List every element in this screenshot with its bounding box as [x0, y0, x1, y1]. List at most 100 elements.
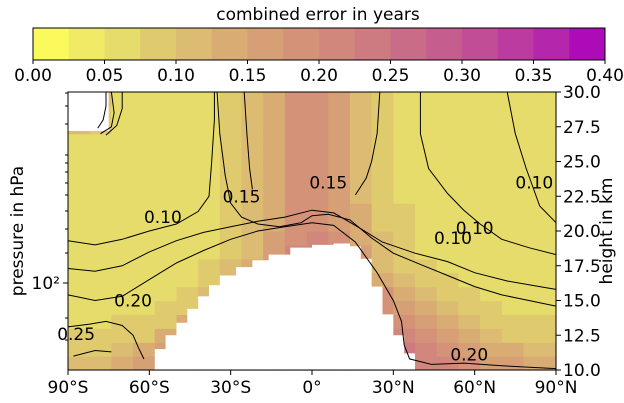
field-cell — [111, 105, 134, 121]
field-cell — [523, 300, 546, 315]
field-cell — [415, 105, 438, 121]
colorbar-segment — [211, 28, 248, 60]
field-cell — [133, 105, 156, 121]
field-cell — [219, 105, 243, 121]
field-cell — [480, 272, 503, 288]
field-cell — [436, 203, 459, 218]
field-cell — [436, 175, 459, 190]
field-cell — [89, 217, 112, 232]
field-cell — [133, 189, 156, 204]
field-cell — [436, 272, 459, 288]
contour-label: 0.10 — [456, 219, 494, 239]
contour-0-10-right — [419, 92, 557, 256]
field-cell — [111, 147, 134, 163]
field-cell — [111, 244, 134, 260]
field-cell — [349, 133, 373, 149]
field-cell — [284, 231, 308, 246]
field-cell — [458, 286, 481, 302]
field-cell — [436, 300, 459, 315]
contour-0-15-left — [243, 91, 253, 190]
field-cell — [458, 342, 481, 357]
field-cell — [154, 286, 178, 302]
field-cell — [306, 92, 329, 107]
field-cell — [415, 161, 438, 176]
field-cell — [241, 161, 264, 176]
field-cell — [371, 175, 394, 190]
field-cell — [89, 314, 112, 329]
field-cell — [501, 356, 525, 371]
field-cell — [415, 300, 438, 315]
field-cell — [436, 231, 459, 246]
field-cell — [523, 342, 546, 357]
contour-upper-band — [67, 209, 557, 290]
contour-polar-c — [105, 92, 123, 136]
field-cell — [458, 314, 481, 329]
field-cell — [480, 342, 503, 357]
field-cell — [89, 258, 112, 274]
field-cell — [393, 300, 416, 315]
field-cell — [133, 258, 156, 274]
field-cell — [458, 300, 481, 315]
field-cell — [458, 272, 481, 288]
x-tick-label: 60°S — [129, 378, 170, 398]
colorbar-segment — [176, 28, 213, 60]
y-right-tick-label: 10.0 — [563, 361, 601, 381]
field-cell — [480, 133, 503, 149]
field-cell — [284, 133, 308, 149]
field-cell — [89, 147, 112, 163]
field-cell — [328, 147, 351, 163]
field-cell — [523, 231, 546, 246]
field-cell — [480, 244, 503, 260]
field-cell — [241, 244, 264, 260]
field-cell — [263, 161, 286, 176]
field-cell — [219, 133, 243, 149]
field-cell — [89, 342, 112, 357]
field-cell — [263, 175, 286, 190]
field-cell — [111, 189, 134, 204]
contour-polar-b — [100, 91, 115, 135]
field-cell — [176, 147, 199, 163]
x-tick-label: 90°N — [535, 378, 578, 398]
field-cell — [198, 147, 221, 163]
field-cell — [154, 161, 178, 176]
field-cell — [133, 175, 156, 190]
field-cell — [68, 147, 91, 163]
field-cell — [133, 231, 156, 246]
field-cell — [545, 147, 557, 163]
field-cell — [545, 203, 557, 218]
field-cell — [393, 119, 416, 135]
field-cell — [306, 161, 329, 176]
field-cell — [219, 119, 243, 135]
field-cell — [523, 175, 546, 190]
field-cell — [393, 189, 416, 204]
field-cell — [241, 175, 264, 190]
field-cell — [89, 300, 112, 315]
field-cell — [501, 105, 525, 121]
x-axis-ticks: 90°S 60°S 30°S 0° 30°N 60°N 90°N — [48, 370, 578, 398]
field-cell — [111, 161, 134, 176]
x-tick-label: 30°N — [372, 378, 415, 398]
field-cell — [480, 356, 503, 371]
field-cell — [89, 175, 112, 190]
colorbar-segment — [104, 28, 141, 60]
field-cell — [306, 105, 329, 121]
field-cell — [545, 286, 557, 302]
field-cell — [523, 356, 546, 371]
missing-lower — [138, 243, 416, 370]
field-cell — [545, 105, 557, 121]
field-cell — [523, 328, 546, 343]
field-cell — [68, 133, 91, 149]
field-cell — [415, 119, 438, 135]
colorbar-segment — [462, 28, 499, 60]
field-cell — [393, 105, 416, 121]
field-cell — [241, 217, 264, 232]
contour-label: 0.10 — [515, 173, 553, 193]
field-cell — [263, 189, 286, 204]
field-cell — [545, 119, 557, 135]
field-cell — [133, 92, 156, 107]
field-cell — [154, 231, 178, 246]
contour-polar-a — [97, 92, 107, 129]
field-cell — [68, 272, 91, 288]
field-cell — [328, 175, 351, 190]
